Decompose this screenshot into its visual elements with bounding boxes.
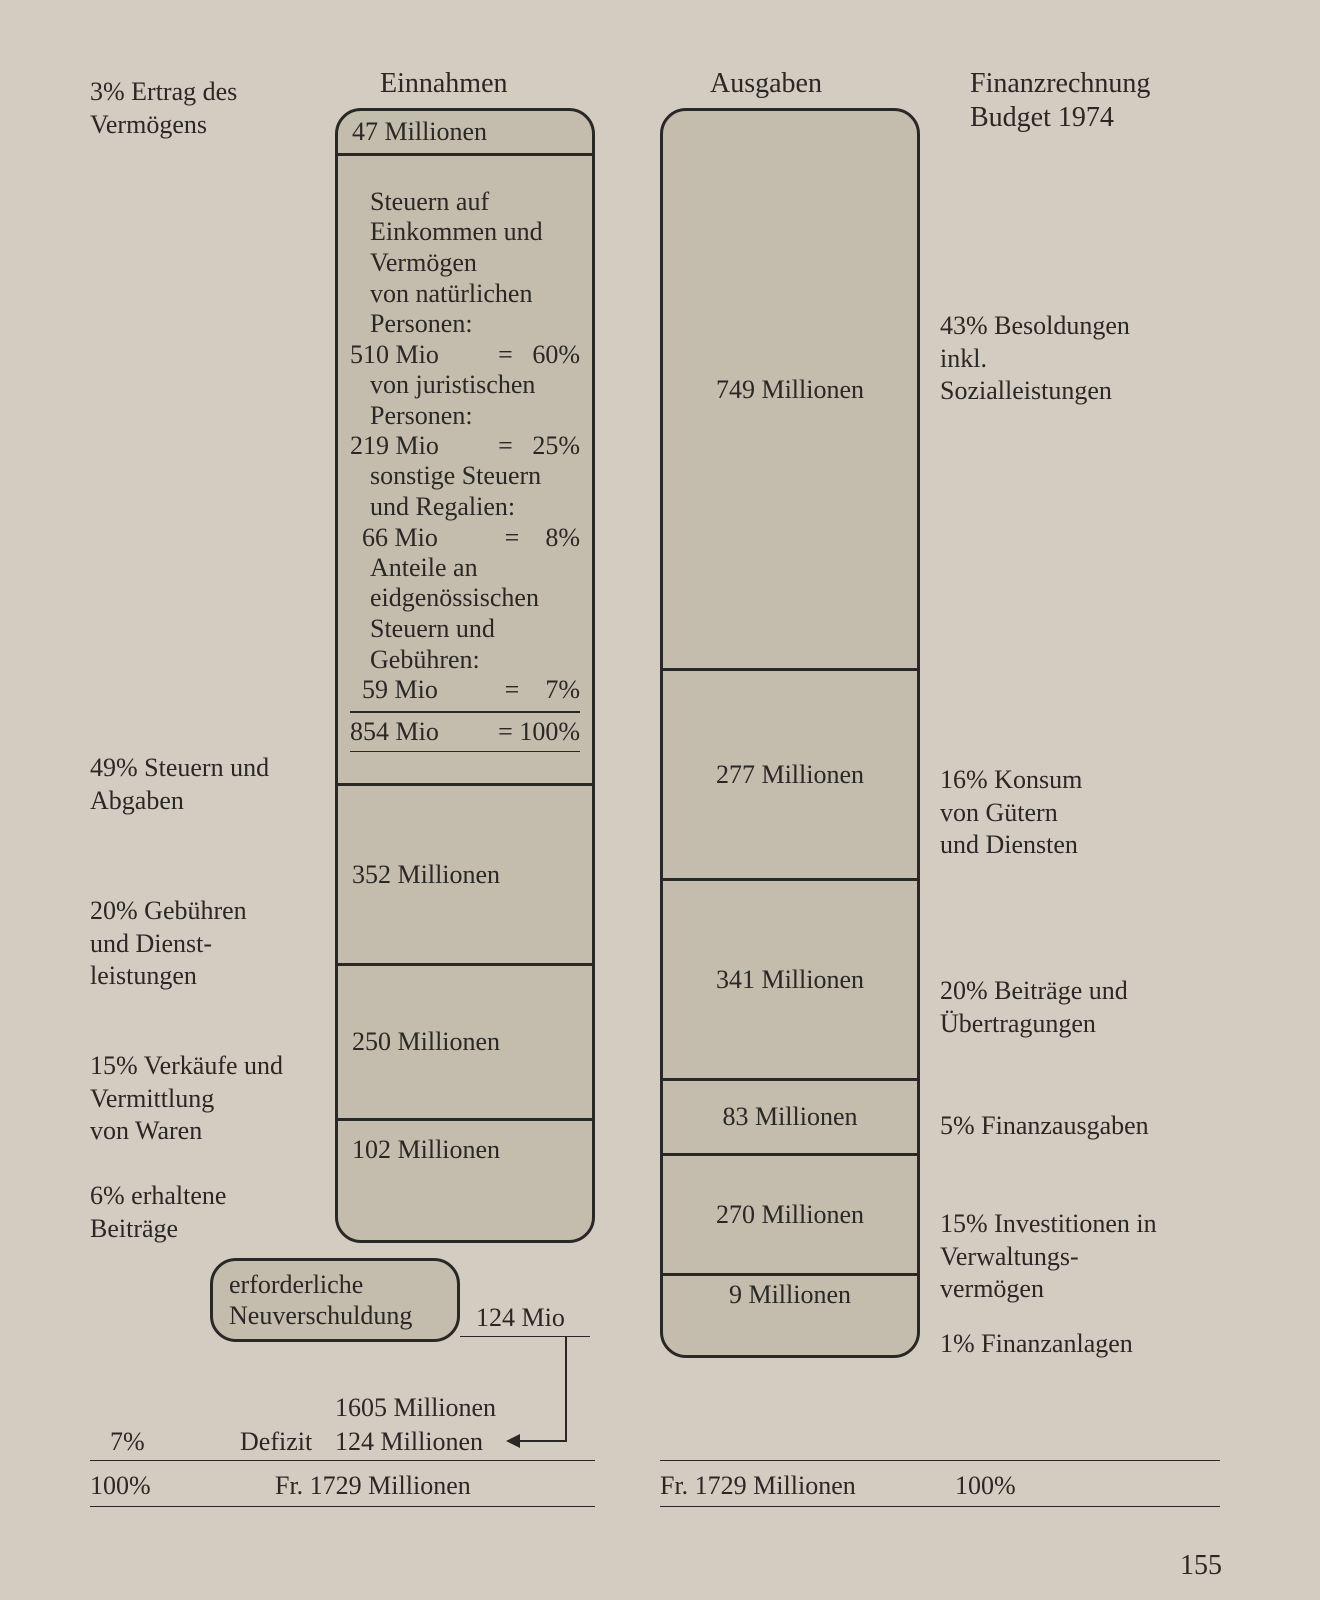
exp-seg-4-val: 83 Millionen	[722, 1102, 857, 1132]
inc-s1-pct: 3%	[90, 77, 125, 106]
inc-seg-4-val: 250 Millionen	[352, 1027, 578, 1057]
arrow-head-icon	[506, 1434, 520, 1448]
inc-seg-1-val: 47 Millionen	[352, 117, 578, 147]
inc-seg-5-val: 102 Millionen	[352, 1135, 578, 1165]
tax-l4b: = 7%	[505, 675, 580, 705]
exp-s5-pct: 15%	[940, 1209, 988, 1238]
exp-seg-3: 341 Millionen	[663, 881, 917, 1081]
inc-s4-pct: 15%	[90, 1051, 138, 1080]
deficit-row-pct: 7%	[110, 1426, 145, 1459]
tax-l2b: = 25%	[498, 431, 580, 461]
expense-stack: 749 Millionen 277 Millionen 341 Millione…	[660, 108, 920, 1358]
exp-s1-pct: 43%	[940, 311, 988, 340]
inc-s3-pct: 20%	[90, 896, 138, 925]
income-stack: 47 Millionen Steuern auf Einkommen und V…	[335, 108, 595, 1243]
exp-s2-pct: 16%	[940, 765, 988, 794]
total-right-val: Fr. 1729 Millionen	[660, 1470, 856, 1503]
rule-left-upper	[90, 1460, 595, 1461]
subtotal-val: 1605 Millionen	[335, 1392, 496, 1425]
inc-seg-4: 250 Millionen	[338, 966, 592, 1121]
deficit-box: erforderliche Neuverschuldung	[210, 1258, 460, 1342]
page-number: 155	[1180, 1550, 1222, 1582]
inc-s2-pct: 49%	[90, 753, 138, 782]
deficit-l2: Neuverschuldung	[229, 1300, 441, 1331]
inc-seg-3-val: 352 Millionen	[352, 860, 578, 890]
header-ausgaben: Ausgaben	[710, 68, 822, 100]
exp-seg-5: 270 Millionen	[663, 1156, 917, 1276]
tax-d2: von juristischen Personen:	[350, 370, 580, 431]
arrow-vert	[565, 1336, 567, 1442]
inc-s5-pct: 6%	[90, 1181, 125, 1210]
rule-left-lower	[90, 1506, 595, 1507]
exp-s6-pct: 1%	[940, 1329, 975, 1358]
exp-seg-4: 83 Millionen	[663, 1081, 917, 1156]
rule-right-lower	[660, 1506, 1220, 1507]
deficit-l1: erforderliche	[229, 1269, 441, 1300]
tax-d3: sonstige Steuern und Regalien:	[350, 461, 580, 522]
exp-seg-6: 9 Millionen	[663, 1276, 917, 1314]
deficit-row-label: Defizit	[240, 1426, 312, 1459]
inc-seg-3: 352 Millionen	[338, 786, 592, 966]
tax-totb: = 100%	[498, 717, 580, 747]
exp-seg-1: 749 Millionen	[663, 111, 917, 671]
tax-l3a: 66 Mio	[350, 523, 438, 553]
header-einnahmen: Einnahmen	[380, 68, 508, 100]
inc-seg-1: 47 Millionen	[338, 111, 592, 156]
inc-seg-5: 102 Millionen	[338, 1121, 592, 1179]
exp-seg-6-val: 9 Millionen	[729, 1280, 851, 1310]
title-line1: Finanzrechnung	[970, 68, 1150, 100]
title-line2: Budget 1974	[970, 102, 1114, 134]
deficit-underline	[460, 1336, 590, 1337]
exp-seg-1-val: 749 Millionen	[716, 375, 864, 405]
deficit-box-val: 124 Mio	[476, 1302, 565, 1335]
exp-s4-pct: 5%	[940, 1111, 975, 1140]
tax-l4a: 59 Mio	[350, 675, 438, 705]
arrow-horz	[520, 1440, 567, 1442]
exp-seg-3-val: 341 Millionen	[716, 965, 864, 995]
exp-s4-txt: Finanzausgaben	[981, 1111, 1149, 1140]
exp-s6-txt: Finanzanlagen	[981, 1329, 1133, 1358]
exp-seg-5-val: 270 Millionen	[716, 1200, 864, 1230]
tax-l1a: 510 Mio	[350, 340, 439, 370]
total-left-val: Fr. 1729 Millionen	[275, 1470, 471, 1503]
total-right-pct: 100%	[955, 1470, 1016, 1503]
exp-s3-pct: 20%	[940, 976, 988, 1005]
rule-right-upper	[660, 1460, 1220, 1461]
tax-d4: Anteile an eidgenössischen Steuern und G…	[350, 553, 580, 676]
tax-l3b: = 8%	[505, 523, 580, 553]
tax-l1b: = 60%	[498, 340, 580, 370]
tax-d1: Steuern auf Einkommen und Vermögen von n…	[350, 187, 580, 340]
total-left-pct: 100%	[90, 1470, 151, 1503]
inc-seg-2-taxbox: Steuern auf Einkommen und Vermögen von n…	[338, 156, 592, 786]
tax-tota: 854 Mio	[350, 717, 439, 747]
deficit-row-val: 124 Millionen	[335, 1426, 483, 1459]
tax-l2a: 219 Mio	[350, 431, 439, 461]
exp-seg-2: 277 Millionen	[663, 671, 917, 881]
exp-seg-2-val: 277 Millionen	[716, 760, 864, 790]
